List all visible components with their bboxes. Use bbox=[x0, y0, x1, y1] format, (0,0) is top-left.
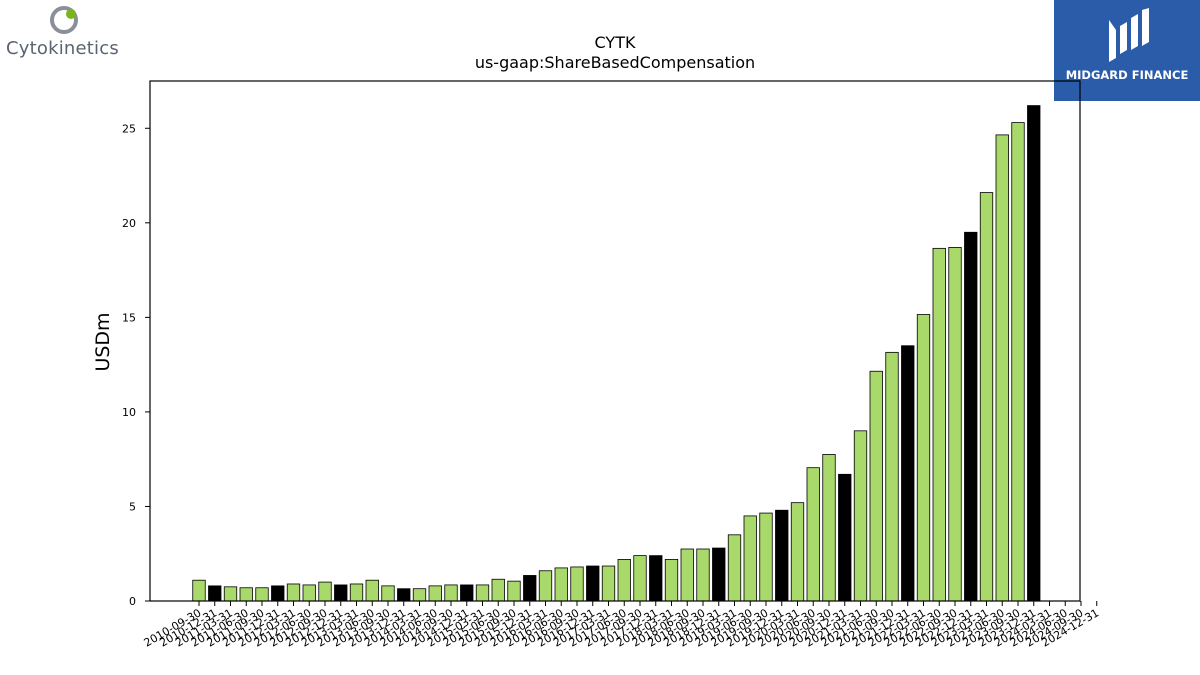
y-tick-label: 0 bbox=[129, 595, 136, 608]
bar bbox=[948, 246, 962, 602]
midgard-wordmark: MIDGARD FINANCE bbox=[1065, 68, 1189, 82]
bar bbox=[223, 586, 238, 602]
bar bbox=[885, 351, 899, 602]
cytokinetics-logo: Cytokinetics bbox=[4, 4, 128, 60]
bar bbox=[554, 567, 568, 602]
bar bbox=[790, 502, 805, 602]
bar bbox=[696, 548, 710, 602]
bar bbox=[538, 570, 553, 602]
bar bbox=[444, 584, 458, 602]
logo-ring bbox=[50, 6, 78, 34]
bar-series bbox=[192, 105, 1041, 602]
bar bbox=[523, 575, 537, 602]
bar bbox=[743, 515, 757, 602]
y-tick-label: 25 bbox=[122, 122, 136, 135]
y-tick-label: 5 bbox=[129, 500, 136, 513]
bar bbox=[712, 547, 726, 602]
bar bbox=[775, 509, 789, 602]
bar bbox=[838, 473, 852, 602]
bar bbox=[428, 585, 442, 602]
bar bbox=[271, 585, 285, 602]
bar bbox=[302, 584, 316, 602]
bar bbox=[475, 584, 490, 602]
bar bbox=[318, 581, 332, 602]
bar bbox=[759, 512, 773, 602]
logo-dot bbox=[66, 9, 76, 19]
bar bbox=[680, 548, 694, 602]
bar bbox=[617, 559, 631, 602]
bar bbox=[397, 588, 411, 602]
cytokinetics-wordmark: Cytokinetics bbox=[6, 38, 119, 59]
bar bbox=[365, 579, 379, 602]
bar bbox=[1027, 105, 1041, 602]
bar bbox=[649, 555, 663, 602]
midgard-logo-mark bbox=[1109, 8, 1149, 62]
bar bbox=[932, 247, 946, 602]
bar bbox=[633, 555, 647, 602]
bar bbox=[727, 534, 742, 602]
y-tick-label: 20 bbox=[122, 217, 136, 230]
bar bbox=[901, 345, 915, 602]
bar bbox=[412, 588, 427, 602]
bar bbox=[239, 587, 253, 602]
bar bbox=[806, 467, 820, 602]
bar bbox=[381, 585, 395, 602]
bar bbox=[255, 587, 269, 602]
bar bbox=[192, 579, 206, 602]
x-axis-ticks: 2010-09-302010-12-312011-03-312011-06-30… bbox=[142, 601, 1101, 650]
bar bbox=[286, 583, 301, 602]
bar bbox=[349, 583, 364, 602]
bar bbox=[822, 454, 836, 602]
bar bbox=[208, 585, 222, 602]
bar bbox=[460, 584, 474, 602]
plot-frame bbox=[149, 80, 1081, 602]
y-axis-label: USDm bbox=[92, 312, 114, 371]
y-tick-label: 15 bbox=[122, 311, 136, 324]
bar bbox=[964, 231, 978, 602]
y-axis-ticks: 0 5 10 15 20 25 bbox=[122, 122, 150, 608]
bar bbox=[570, 566, 584, 602]
cytokinetics-logo-mark bbox=[50, 6, 78, 34]
bar bbox=[586, 565, 600, 602]
bar bbox=[507, 580, 521, 602]
bar bbox=[869, 370, 883, 602]
bar bbox=[334, 584, 348, 602]
bar bbox=[601, 565, 616, 602]
chart-title: CYTK bbox=[595, 33, 636, 52]
bar bbox=[916, 314, 931, 602]
midgard-finance-logo: MIDGARD FINANCE bbox=[1054, 0, 1200, 101]
bar bbox=[491, 578, 505, 602]
chart-subtitle: us-gaap:ShareBasedCompensation bbox=[475, 53, 755, 72]
bar bbox=[1011, 122, 1025, 602]
y-tick-label: 10 bbox=[122, 406, 136, 419]
bar bbox=[979, 192, 994, 602]
bar bbox=[664, 559, 679, 602]
bar bbox=[853, 430, 868, 602]
bar bbox=[995, 134, 1009, 602]
